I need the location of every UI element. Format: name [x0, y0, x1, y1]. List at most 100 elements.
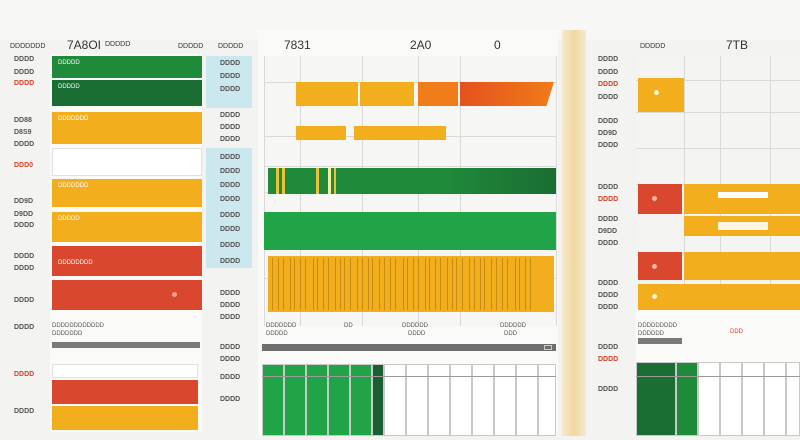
mid-row-label: DDDD — [220, 258, 241, 265]
table-cell[interactable] — [698, 362, 720, 436]
mid-row-label: DDDD — [220, 212, 241, 219]
status-bar[interactable]: DDDDD — [52, 80, 202, 106]
left-row-label: D8S9 — [14, 129, 32, 136]
left-row-label: DDDD — [14, 297, 35, 304]
table-cell[interactable] — [676, 362, 698, 436]
mid-row-label: DDDD — [220, 196, 241, 203]
table-cell[interactable] — [450, 364, 472, 436]
teal-box — [206, 148, 252, 268]
center-footer-label: DDDDDD — [402, 323, 428, 329]
mid-row-label: DDDD — [220, 112, 241, 119]
status-bar[interactable] — [52, 380, 198, 404]
status-bar[interactable] — [52, 148, 202, 176]
scroll-handle[interactable] — [544, 345, 552, 350]
grid-block[interactable] — [684, 216, 800, 236]
status-bar-label: DDDDDDD — [58, 183, 89, 189]
status-dot — [652, 294, 657, 299]
grid-block[interactable] — [638, 78, 684, 112]
status-bar[interactable]: DDDDD — [52, 56, 202, 78]
mid-row-label: DDDD — [220, 60, 241, 67]
right-row-label: DDDD — [598, 304, 619, 311]
header-right-label: DDDDD — [640, 43, 666, 50]
left-footer-divider — [52, 342, 200, 348]
table-cell[interactable] — [742, 362, 764, 436]
right-row-label: DDDD — [598, 344, 619, 351]
table-cell[interactable] — [306, 364, 328, 436]
table-cell[interactable] — [538, 364, 556, 436]
right-row-label: DDDD — [598, 196, 619, 203]
status-bar[interactable] — [52, 406, 198, 430]
grid-block[interactable] — [684, 252, 800, 280]
panel-divider — [562, 30, 586, 436]
status-dot — [652, 196, 657, 201]
gantt-bar[interactable] — [418, 82, 458, 106]
status-bar[interactable] — [52, 364, 198, 378]
status-bar[interactable]: DDDDD — [52, 212, 202, 242]
gantt-bar[interactable] — [268, 168, 556, 194]
mid-row-label: DDDD — [220, 242, 241, 249]
table-cell[interactable] — [636, 362, 676, 436]
status-bar-label: DDDDD — [58, 84, 80, 90]
center-footer-label: DDDDD — [266, 331, 288, 337]
left-row-label: DDDD — [14, 253, 35, 260]
mid-row-label: DDDD — [220, 182, 241, 189]
gantt-bar[interactable] — [460, 82, 554, 106]
table-cell[interactable] — [384, 364, 406, 436]
gantt-bar[interactable] — [296, 126, 346, 140]
grid-block[interactable] — [638, 284, 800, 310]
left-footer-label: DDDDDDD — [52, 331, 83, 337]
center-scrollbar[interactable] — [262, 344, 556, 351]
table-cell[interactable] — [516, 364, 538, 436]
mid-left-label-column: DDDD DDDD DDDD DDDD DDDD DDDD DDDD DDDD … — [206, 56, 254, 432]
table-cell[interactable] — [764, 362, 786, 436]
mid-row-label: DDDD — [220, 168, 241, 175]
table-cell[interactable] — [350, 364, 372, 436]
status-bar[interactable]: DDDDDDD — [52, 112, 202, 144]
status-dot — [652, 264, 657, 269]
status-bar[interactable] — [52, 280, 202, 310]
table-cell[interactable] — [372, 364, 384, 436]
status-bar[interactable]: DDDDDDDD — [52, 246, 202, 276]
gantt-bar[interactable] — [360, 82, 414, 106]
mid-row-label: DDDD — [220, 314, 241, 321]
mid-row-label: DDDD — [220, 374, 241, 381]
header-left-col-label: DDDDD — [178, 43, 204, 50]
gantt-striped-bar[interactable] — [268, 256, 554, 312]
table-cell[interactable] — [472, 364, 494, 436]
mid-row-label: DDDD — [220, 86, 241, 93]
table-cell[interactable] — [328, 364, 350, 436]
grid-block[interactable] — [684, 184, 800, 214]
right-row-label: DDDD — [598, 280, 619, 287]
mid-row-label: DDDD — [220, 396, 241, 403]
table-cell[interactable] — [494, 364, 516, 436]
left-bar-panel: DDDDD DDDDD DDDDDDD DDDDDDD DDDDD DDDDDD… — [50, 54, 202, 432]
gantt-bar[interactable] — [264, 212, 556, 250]
gantt-bar[interactable] — [296, 82, 358, 106]
table-cell[interactable] — [720, 362, 742, 436]
center-footer-label: DDDDDDD — [266, 323, 297, 329]
status-bar-label: DDDDD — [58, 60, 80, 66]
mid-row-label: DDDD — [220, 73, 241, 80]
gantt-bar[interactable] — [354, 126, 446, 140]
right-row-label: DDDD — [598, 69, 619, 76]
mid-row-label: DDDD — [220, 154, 241, 161]
mid-row-label: DDDD — [220, 344, 241, 351]
right-row-label: DDDD — [598, 184, 619, 191]
right-row-label: DDDD — [598, 56, 619, 63]
header-right-value: 7TB — [726, 38, 749, 52]
grid-block[interactable] — [638, 252, 682, 280]
center-table — [262, 364, 556, 436]
table-cell[interactable] — [284, 364, 306, 436]
status-dot — [172, 292, 177, 297]
right-row-label: DDDD — [598, 142, 619, 149]
right-label-column: DDDD DDDD DDDD DDDD DDDD DD9D DDDD DDDD … — [598, 56, 634, 436]
status-bar-label: DDDDD — [58, 216, 80, 222]
table-cell[interactable] — [406, 364, 428, 436]
right-row-label: DDDD — [598, 216, 619, 223]
table-cell[interactable] — [262, 364, 284, 436]
grid-block[interactable] — [638, 184, 682, 214]
status-bar[interactable]: DDDDDDD — [52, 179, 202, 207]
table-cell[interactable] — [428, 364, 450, 436]
left-row-label: DDDD — [14, 69, 35, 76]
table-cell[interactable] — [786, 362, 800, 436]
